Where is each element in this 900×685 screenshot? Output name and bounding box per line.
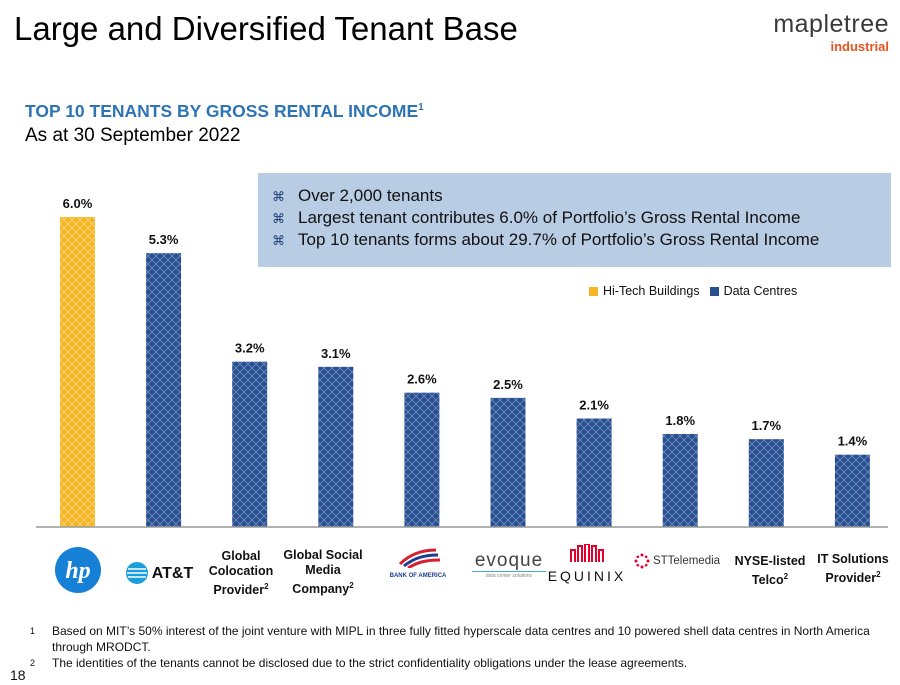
- bar-value-label: 3.2%: [235, 341, 265, 356]
- bar-value-label: 5.3%: [149, 232, 179, 247]
- tenant-att-logo: AT&T: [118, 558, 200, 588]
- page-number: 18: [10, 667, 26, 683]
- bar-4: [318, 366, 354, 527]
- bofa-flag-icon: [398, 548, 441, 570]
- bar-value-label: 1.7%: [751, 418, 781, 433]
- logo-sub: industrial: [830, 39, 889, 54]
- callout-item-text: Largest tenant contributes 6.0% of Portf…: [298, 208, 801, 227]
- bullet-icon: ⌘: [272, 211, 285, 226]
- tenant-hp-logo: hp: [48, 546, 108, 596]
- bar-value-label: 1.4%: [838, 434, 868, 449]
- att-logo-text: AT&T: [151, 564, 194, 582]
- bar-7: [576, 418, 612, 527]
- legend-entry-hitech: Hi-Tech Buildings: [589, 284, 700, 298]
- bar-2: [146, 253, 182, 527]
- footnote-mark: 2: [264, 582, 269, 591]
- tenant-it-solutions: IT Solutions Provider2: [810, 552, 896, 586]
- bullet-icon: ⌘: [272, 233, 285, 248]
- tenant-equinix-logo: EQUINIX: [544, 543, 630, 584]
- equinix-logo-text: EQUINIX: [547, 568, 627, 584]
- legend-swatch-datacentres: [709, 286, 719, 296]
- bar-9: [748, 439, 784, 527]
- footnote-mark: 2: [783, 572, 789, 581]
- footnote-mark: 2: [876, 570, 881, 579]
- tenant-sttelemedia-logo: STTelemedia: [628, 553, 726, 569]
- logo-word: mapletree: [773, 10, 889, 38]
- tenant-bofa-logo: BANK OF AMERICA: [378, 546, 458, 586]
- chart-title-text: TOP 10 TENANTS BY GROSS RENTAL INCOME: [25, 101, 419, 121]
- footnote-mark: 2: [349, 581, 354, 590]
- legend-swatch-hitech: [589, 286, 598, 296]
- callout-item: ⌘ Top 10 tenants forms about 29.7% of Por…: [272, 229, 891, 251]
- page-title: Large and Diversified Tenant Base: [14, 10, 518, 47]
- bar-value-label: 3.1%: [321, 346, 351, 361]
- footnote-1: 1 Based on MIT’s 50% interest of the joi…: [30, 623, 890, 657]
- bar-5: [404, 392, 440, 527]
- tenant-label: NYSE-listed Telco: [734, 554, 806, 588]
- legend-label-datacentres: Data Centres: [723, 284, 798, 298]
- bullet-icon: ⌘: [272, 189, 285, 204]
- footnote-2: 2 The identities of the tenants cannot b…: [30, 655, 890, 673]
- evoque-logo-text: evoque: [472, 551, 546, 572]
- tenant-global-colocation: Global Colocation Provider2: [200, 549, 282, 598]
- callout-item: ⌘ Largest tenant contributes 6.0% of Port…: [272, 207, 891, 229]
- footnote-text: Based on MIT’s 50% interest of the joint…: [52, 624, 870, 654]
- equinix-mark-icon: [570, 543, 604, 562]
- sttelemedia-logo-text: STTelemedia: [652, 554, 721, 567]
- chart-title-footnote-mark: 1: [418, 102, 424, 114]
- chart-legend: Hi-Tech Buildings Data Centres: [589, 284, 807, 298]
- bar-value-label: 1.8%: [665, 413, 695, 428]
- tenant-label: IT Solutions Provider: [817, 552, 889, 586]
- labels-layer: 6.0% 5.3% 3.2% 3.1% 2.6% 2.5% 2.1% 1.8% 1.7% 1.4%: [63, 196, 868, 449]
- bar-value-label: 6.0%: [63, 196, 93, 211]
- evoque-tagline: data center solutions: [485, 573, 533, 579]
- bar-3: [232, 361, 268, 527]
- footnote-number: 1: [30, 626, 36, 636]
- footnote-number: 2: [30, 658, 36, 668]
- legend-entry-datacentres: Data Centres: [709, 284, 798, 298]
- tenant-global-social-media: Global Social Media Company2: [278, 548, 368, 597]
- tenant-label: Global Social Media Company: [283, 548, 363, 597]
- tenant-label: Global Colocation Provider: [208, 549, 274, 598]
- bar-6: [490, 397, 526, 527]
- bofa-logo-text: BANK OF AMERICA: [389, 573, 447, 579]
- hp-logo-text: hp: [65, 558, 90, 584]
- bars-layer: [60, 217, 870, 527]
- callout-item: ⌘ Over 2,000 tenants: [272, 185, 891, 207]
- chart-subtitle: As at 30 September 2022: [25, 125, 241, 146]
- bar-value-label: 2.5%: [493, 377, 523, 392]
- att-globe-icon: [125, 562, 148, 584]
- bar-1: [60, 217, 95, 527]
- legend-label-hitech: Hi-Tech Buildings: [603, 284, 700, 298]
- sttelemedia-mark-icon: [634, 553, 650, 569]
- bar-chart: 6.0% 5.3% 3.2% 3.1% 2.6% 2.5% 2.1% 1.8% 1.7% 1.4%: [36, 196, 888, 528]
- callout-item-text: Over 2,000 tenants: [298, 186, 443, 205]
- tenant-nyse-telco: NYSE-listed Telco2: [728, 554, 812, 588]
- hp-logo-icon: hp: [55, 547, 101, 593]
- bar-8: [662, 434, 698, 527]
- callout-box: ⌘ Over 2,000 tenants ⌘ Largest tenant cont…: [258, 173, 891, 267]
- chart-title: TOP 10 TENANTS BY GROSS RENTAL INCOME1: [25, 101, 424, 122]
- callout-item-text: Top 10 tenants forms about 29.7% of Port…: [298, 230, 820, 249]
- bar-10: [834, 454, 870, 527]
- tenant-evoque-logo: evoque data center solutions: [472, 551, 546, 580]
- mapletree-logo: mapletree industrial: [754, 10, 889, 55]
- bar-value-label: 2.6%: [407, 372, 437, 387]
- footnote-text: The identities of the tenants cannot be …: [52, 656, 688, 670]
- bar-value-label: 2.1%: [579, 398, 609, 413]
